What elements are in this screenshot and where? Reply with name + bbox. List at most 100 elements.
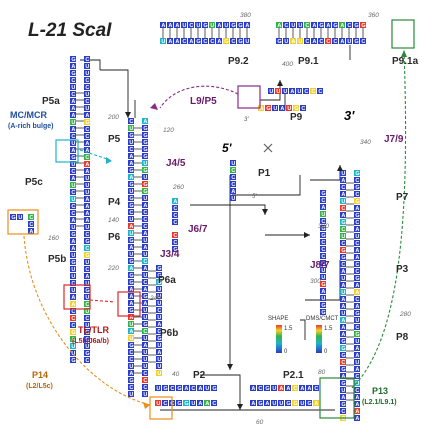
tl-tlr-box-2 [117,291,141,317]
nucleotide-letter: U [157,343,161,349]
nucleotide-letter: U [355,381,359,387]
nucleotide [17,214,23,220]
label-p6a: P6a [158,275,176,286]
nucleotide [354,240,360,246]
nucleotide-letter: G [307,401,311,407]
nucleotide [202,22,208,28]
nucleotide [354,352,360,358]
nucleotide-letter: G [265,386,269,392]
nucleotide [320,246,326,252]
nucleotide [320,267,326,273]
nucleotide-letter: C [333,39,337,45]
nucleotide-letter: G [293,401,297,407]
nucleotide [142,146,148,152]
nucleotide [142,160,148,166]
nucleotide-letter: G [71,260,75,266]
nucleotide [290,38,296,44]
nucleotide [340,205,346,211]
nucleotide [156,307,162,313]
nucleotide [84,217,90,223]
nucleotide-letter: G [157,273,161,279]
nucleotide [128,342,134,348]
nucleotide-letter: A [355,409,359,415]
nucleotide-letter: C [143,210,147,216]
nucleotide [142,125,148,131]
nucleotide-letter: A [129,329,133,335]
nucleotide [84,252,90,258]
label-p9-1a: P9.1a [392,56,419,67]
nucleotide-letter: C [85,134,89,140]
nucleotide-letter: A [198,401,202,407]
nucleotide [340,212,346,218]
nucleotide-letter: A [321,289,325,295]
nucleotide [142,209,148,215]
nucleotide [306,385,312,391]
nucleotide [128,244,134,250]
nucleotide-letter: C [71,309,75,315]
nucleotide [142,314,148,320]
nucleotide [142,370,148,376]
nucleotide-letter: U [85,323,89,329]
nucleotide-letter: C [143,224,147,230]
nucleotide-letter: A [168,23,172,29]
nucleotide-letter: A [355,255,359,261]
nucleotide [354,408,360,414]
label-j6-7: J6/7 [188,224,208,235]
nucleotide-letter: C [318,89,322,95]
tl-tlr-box [63,284,91,310]
nucleotide [128,118,134,124]
nucleotide-letter: A [143,203,147,209]
nucleotide [167,38,173,44]
nucleotide-letter: U [143,196,147,202]
nucleotide-letter: U [143,161,147,167]
nucleotide [188,22,194,28]
nucleotide [211,385,217,391]
nucleotide [209,38,215,44]
label-p5a: P5a [42,96,60,107]
nucleotide [128,237,134,243]
nucleotide-letter: A [341,283,345,289]
nucleotide-letter: A [143,301,147,307]
nucleotide-letter: C [305,23,309,29]
nucleotide [84,280,90,286]
svg-text:80: 80 [318,369,326,376]
nucleotide-letter: A [341,297,345,303]
nucleotide-letter: C [321,198,325,204]
nucleotide-letter: A [307,386,311,392]
nucleotide [340,289,346,295]
nucleotide-letter: C [85,155,89,161]
nucleotide [84,350,90,356]
nucleotide [84,147,90,153]
nucleotide [84,301,90,307]
nucleotide-letter: U [297,89,301,95]
nucleotide [289,88,295,94]
five-prime-small: 5' [252,194,257,200]
nucleotide-letter: C [143,259,147,265]
nucleotide [244,38,250,44]
nucleotide [320,274,326,280]
nucleotide-letter: U [85,309,89,315]
nucleotide [202,38,208,44]
nucleotide [320,232,326,238]
nucleotide [340,338,346,344]
nucleotide-letter: A [71,106,75,112]
nucleotide-letter: U [18,215,22,221]
nucleotide [311,38,317,44]
nucleotide [84,161,90,167]
nucleotide [156,314,162,320]
nucleotide [354,296,360,302]
nucleotide [183,385,189,391]
nucleotide [142,258,148,264]
nucleotide [70,308,76,314]
nucleotide [28,228,34,234]
nucleotide [176,385,182,391]
nucleotide [84,126,90,132]
svg-text:240: 240 [149,295,161,302]
nucleotide [156,300,162,306]
nucleotide [197,385,203,391]
nucleotide [257,400,263,406]
nucleotide-letter: G [85,239,89,245]
nucleotide-letter: G [355,332,359,338]
p9-1a-box [391,19,415,49]
nucleotide [174,22,180,28]
